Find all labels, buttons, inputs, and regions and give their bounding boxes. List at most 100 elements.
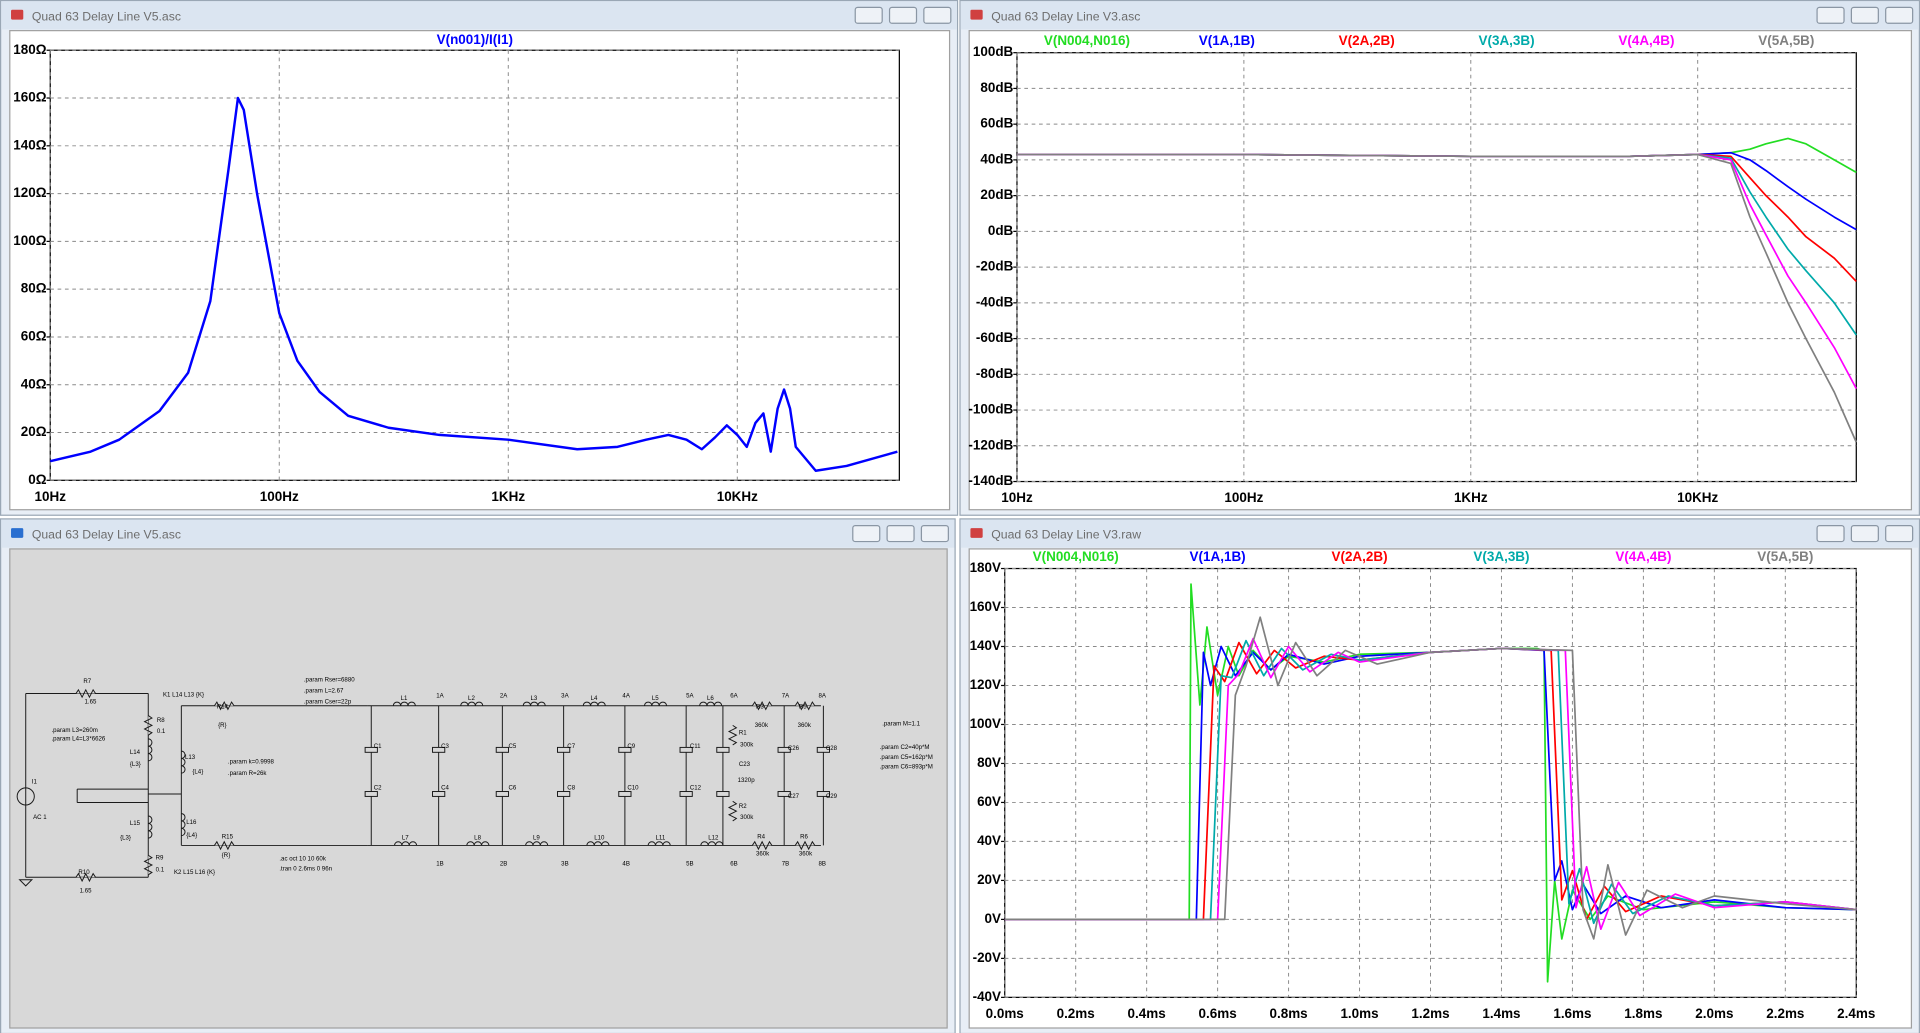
schematic-label: C2 <box>374 784 382 791</box>
schematic-label: 1B <box>436 860 443 867</box>
y-tick-label: 140V <box>970 638 1001 653</box>
resistor <box>794 840 816 851</box>
x-tick-label: 1KHz <box>1454 490 1488 505</box>
capacitor <box>679 746 693 753</box>
y-tick-label: 120Ω <box>13 185 46 200</box>
maximize-button[interactable] <box>888 6 918 24</box>
legend-entry: V(1A,1B) <box>1199 33 1255 48</box>
schematic-label: 1A <box>436 693 444 700</box>
ground <box>18 879 34 887</box>
legend-entry: V(2A,2B) <box>1339 33 1395 48</box>
resistor <box>751 840 773 851</box>
resistor <box>75 872 96 883</box>
schematic-label: 300k <box>740 814 754 821</box>
legend-entry: V(5A,5B) <box>1758 33 1814 48</box>
schematic-label: C11 <box>690 743 701 750</box>
schematic-label: R10 <box>78 869 90 876</box>
x-tick-label: 0.2ms <box>1057 1006 1095 1021</box>
window-title: Quad 63 Delay Line V3.asc <box>991 9 1140 23</box>
capacitor <box>777 746 791 753</box>
x-tick-label: 1.0ms <box>1340 1006 1378 1021</box>
schematic-label: L10 <box>594 835 605 842</box>
schematic-label: 2B <box>500 860 507 867</box>
resistor <box>214 700 235 711</box>
schematic-label: 3A <box>561 693 569 700</box>
schematic-label: L16 <box>186 819 197 826</box>
minimize-button[interactable] <box>1816 525 1845 543</box>
minimize-button[interactable] <box>852 525 881 543</box>
schematic-label: .ac oct 10 10 60k <box>279 856 326 863</box>
legend-entry: V(2A,2B) <box>1331 549 1387 564</box>
schematic-label: 1.65 <box>85 699 97 706</box>
x-tick-label: 1.2ms <box>1411 1006 1449 1021</box>
schematic-label: {R} <box>218 722 226 729</box>
schematic-label: C6 <box>508 784 516 791</box>
capacitor <box>495 791 509 797</box>
capacitor <box>618 791 632 797</box>
schematic-label: 360k <box>756 851 770 858</box>
close-button[interactable] <box>1885 525 1914 543</box>
app-icon <box>970 9 983 20</box>
close-button[interactable] <box>920 525 949 543</box>
schematic-label: C7 <box>567 743 575 750</box>
schematic: R7 1.65 K1 L14 L13 {K} R8 0.1 .param L3=260m.… <box>16 677 933 894</box>
schematic-label: {L4} <box>192 769 203 776</box>
schematic-label: 3B <box>561 860 568 867</box>
schematic-label: R5 <box>799 704 807 711</box>
minimize-button[interactable] <box>854 6 883 24</box>
inductor <box>700 841 724 846</box>
y-tick-label: -40dB <box>976 294 1014 309</box>
inductor <box>460 701 484 706</box>
maximize-button[interactable] <box>1850 6 1879 24</box>
capacitor <box>364 791 378 797</box>
close-button[interactable] <box>1885 6 1914 24</box>
y-tick-label: -80dB <box>976 366 1014 381</box>
schematic-label: .param C6=893p*M <box>880 764 933 771</box>
y-tick-label: 180V <box>970 560 1001 575</box>
maximize-button[interactable] <box>1850 525 1879 543</box>
maximize-button[interactable] <box>886 525 915 543</box>
inductor <box>644 701 668 706</box>
schematic-label: C1 <box>374 743 382 750</box>
schematic-label: R1 <box>739 729 747 736</box>
inductor <box>394 841 418 846</box>
x-tick-label: 0.0ms <box>986 1006 1024 1021</box>
inductor <box>392 701 416 706</box>
capacitor <box>618 746 632 753</box>
schematic-label: .param L=2.67 <box>304 688 344 695</box>
schematic-label: K2 L15 L16 {K} <box>174 869 215 876</box>
schematic-label: R2 <box>739 803 747 810</box>
data-line <box>49 96 898 472</box>
schematic-label: R14 <box>217 704 229 711</box>
schematic-label: 360k <box>798 722 812 729</box>
y-tick-label: 40V <box>977 833 1001 848</box>
y-tick-label: 100V <box>970 716 1001 731</box>
x-tick-label: 10KHz <box>717 489 758 504</box>
y-tick-label: -60dB <box>976 330 1014 345</box>
schematic-label: L13 <box>185 754 196 761</box>
x-tick-label: 2.4ms <box>1837 1006 1875 1021</box>
y-tick-label: 40dB <box>980 151 1013 166</box>
minimize-button[interactable] <box>1816 6 1845 24</box>
close-button[interactable] <box>923 6 952 24</box>
y-tick-label: 160V <box>970 599 1001 614</box>
legend-entry: V(5A,5B) <box>1757 549 1813 564</box>
schematic-label: R8 <box>157 717 165 724</box>
legend-entry: V(1A,1B) <box>1190 549 1246 564</box>
schematic-label: 360k <box>799 851 813 858</box>
schematic-label: R4 <box>757 833 765 840</box>
inductor <box>699 701 723 706</box>
x-tick-label: 100Hz <box>1224 490 1263 505</box>
y-tick-label: -40V <box>973 989 1001 1004</box>
schematic-label: 0.1 <box>156 867 165 874</box>
schematic-label: 360k <box>755 722 769 729</box>
schematic-label: C5 <box>508 743 516 750</box>
inductor <box>525 841 549 846</box>
y-tick-label: 60dB <box>980 116 1013 131</box>
capacitor <box>432 746 446 753</box>
schematic-label: 0.1 <box>157 728 166 735</box>
y-tick-label: 80V <box>977 755 1001 770</box>
coil <box>148 815 153 839</box>
